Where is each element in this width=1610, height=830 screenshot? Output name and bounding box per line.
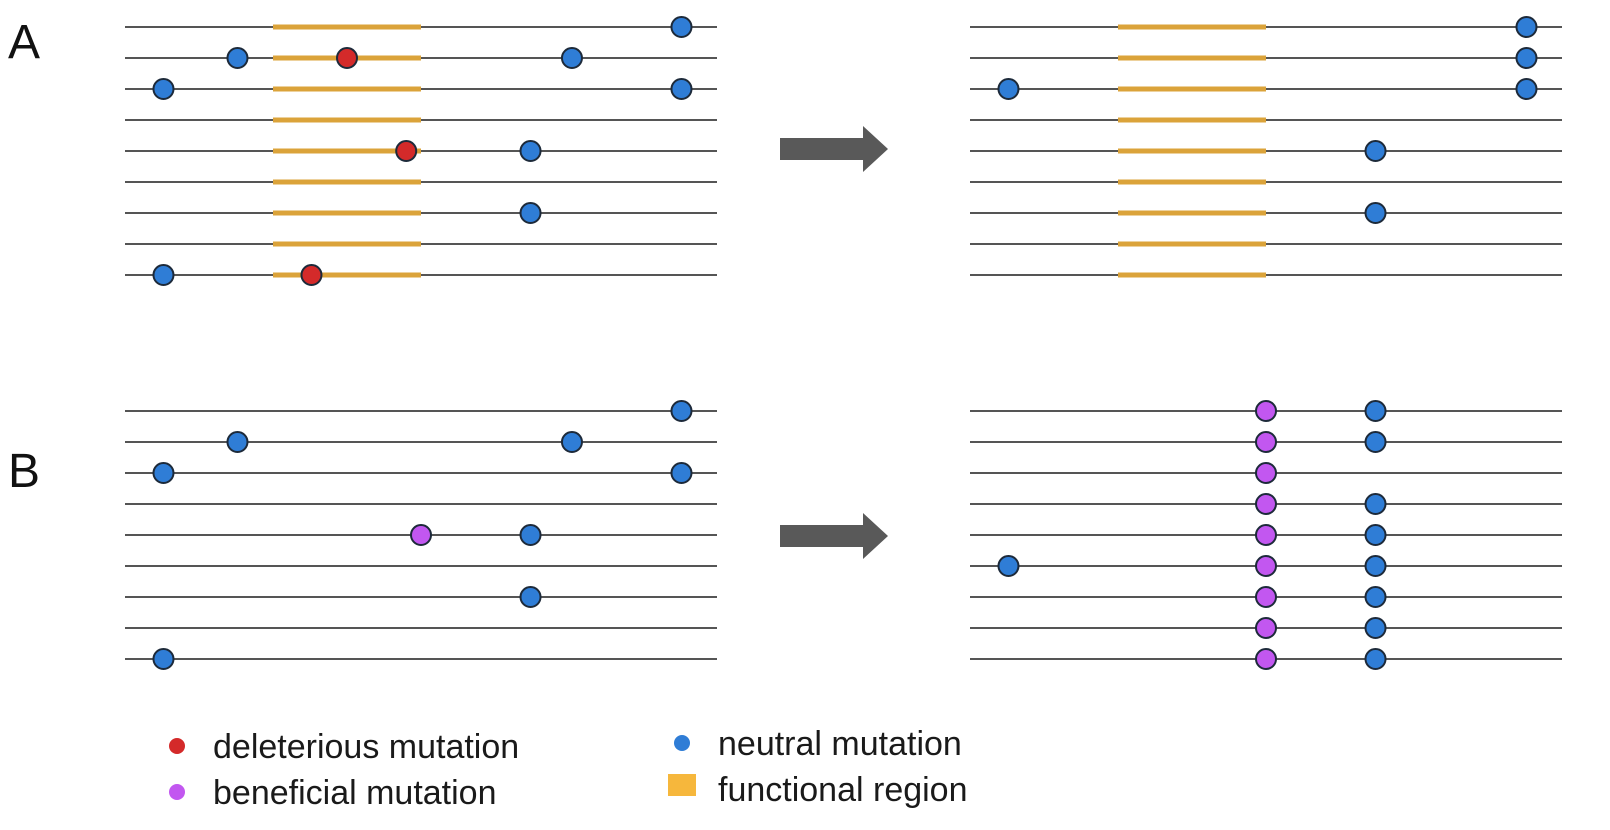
neutral-mutation: [1515, 16, 1538, 38]
beneficial-mutation: [1255, 431, 1277, 453]
deleterious-mutation: [395, 140, 418, 162]
neutral-mutation: [1364, 202, 1387, 224]
legend-neutral-swatch: [674, 735, 690, 751]
panel-a-before: [125, 16, 717, 286]
neutral-mutation: [1364, 431, 1387, 453]
beneficial-mutation: [1255, 648, 1277, 670]
neutral-mutation: [1515, 78, 1538, 100]
beneficial-mutation: [1255, 555, 1277, 577]
neutral-mutation: [519, 202, 542, 224]
neutral-mutation: [152, 78, 175, 100]
legend-deleterious-swatch: [169, 738, 185, 754]
legend-deleterious-label: deleterious mutation: [213, 728, 519, 766]
legend-beneficial-label: beneficial mutation: [213, 774, 497, 812]
legend-functional-region-label: functional region: [718, 771, 968, 809]
neutral-mutation: [152, 462, 175, 484]
right-arrow-icon: [780, 513, 888, 559]
neutral-mutation: [670, 16, 693, 38]
legend-neutral-label: neutral mutation: [718, 725, 962, 763]
neutral-mutation: [997, 78, 1020, 100]
neutral-mutation: [1364, 555, 1387, 577]
beneficial-mutation: [410, 524, 432, 546]
panel-b-before: [125, 400, 717, 670]
neutral-mutation: [560, 47, 583, 69]
neutral-mutation: [1364, 617, 1387, 639]
neutral-mutation: [1364, 140, 1387, 162]
legend-beneficial-swatch: [169, 784, 185, 800]
beneficial-mutation: [1255, 617, 1277, 639]
neutral-mutation: [997, 555, 1020, 577]
panel-label-a: A: [8, 16, 40, 69]
deleterious-mutation: [300, 264, 323, 286]
neutral-mutation: [519, 586, 542, 608]
panel-a-after: [970, 16, 1562, 278]
beneficial-mutation: [1255, 400, 1277, 422]
arrow-shape: [780, 126, 888, 172]
neutral-mutation: [152, 648, 175, 670]
neutral-mutation: [519, 140, 542, 162]
beneficial-mutation: [1255, 586, 1277, 608]
deleterious-mutation: [336, 47, 358, 69]
neutral-mutation: [1515, 47, 1538, 69]
panel-b-after: [970, 400, 1562, 670]
neutral-mutation: [1364, 400, 1387, 422]
beneficial-mutation: [1255, 524, 1277, 546]
neutral-mutation: [670, 78, 693, 100]
neutral-mutation: [226, 47, 249, 69]
legend-functional-region-swatch: [668, 774, 696, 796]
neutral-mutation: [1364, 524, 1387, 546]
neutral-mutation: [1364, 493, 1387, 515]
beneficial-mutation: [1255, 462, 1277, 484]
neutral-mutation: [519, 524, 542, 546]
neutral-mutation: [226, 431, 249, 453]
arrow-shape: [780, 513, 888, 559]
neutral-mutation: [670, 400, 693, 422]
panel-label-b: B: [8, 445, 40, 498]
neutral-mutation: [670, 462, 693, 484]
neutral-mutation: [152, 264, 175, 286]
right-arrow-icon: [780, 126, 888, 172]
neutral-mutation: [560, 431, 583, 453]
legend: deleterious mutation beneficial mutation…: [169, 725, 968, 812]
neutral-mutation: [1364, 648, 1387, 670]
neutral-mutation: [1364, 586, 1387, 608]
beneficial-mutation: [1255, 493, 1277, 515]
